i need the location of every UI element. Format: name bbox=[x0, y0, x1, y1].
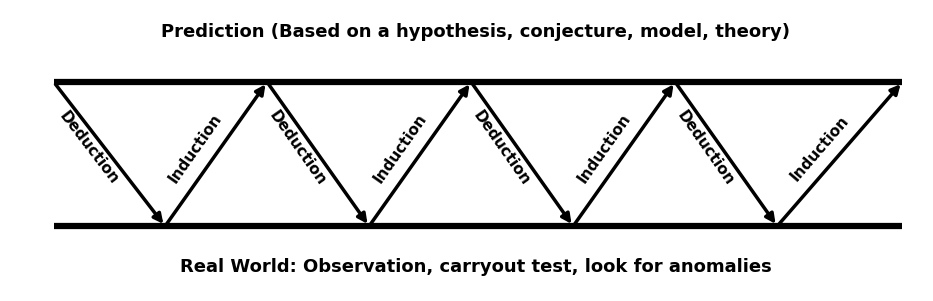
Text: Deduction: Deduction bbox=[470, 108, 533, 188]
Text: Induction: Induction bbox=[787, 113, 852, 184]
Text: Deduction: Deduction bbox=[675, 108, 737, 188]
Text: Prediction (Based on a hypothesis, conjecture, model, theory): Prediction (Based on a hypothesis, conje… bbox=[161, 23, 790, 41]
Text: Deduction: Deduction bbox=[267, 108, 329, 188]
Text: Induction: Induction bbox=[575, 111, 634, 186]
Text: Induction: Induction bbox=[166, 111, 225, 186]
Text: Real World: Observation, carryout test, look for anomalies: Real World: Observation, carryout test, … bbox=[180, 258, 772, 275]
Text: Deduction: Deduction bbox=[57, 109, 121, 188]
Text: Induction: Induction bbox=[370, 111, 429, 186]
